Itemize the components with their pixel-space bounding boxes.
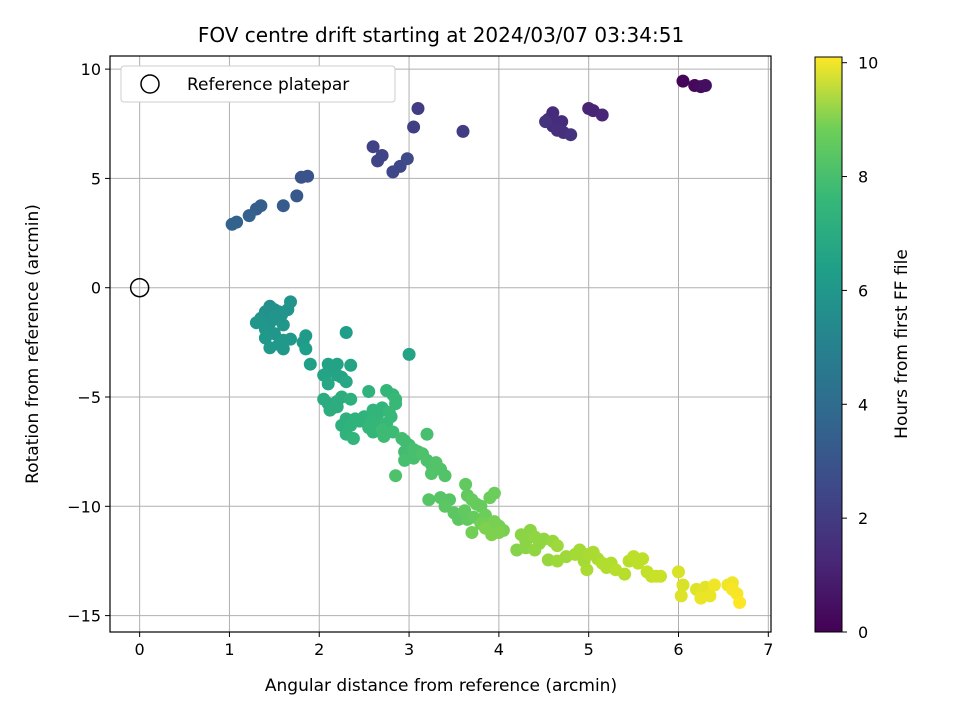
data-point xyxy=(698,79,712,92)
data-point xyxy=(344,358,358,372)
data-point xyxy=(733,596,747,609)
plot-area-frame xyxy=(109,55,772,633)
x-tick-label: 4 xyxy=(494,640,504,659)
data-point xyxy=(353,414,367,428)
data-point xyxy=(420,427,434,441)
x-tick-label: 0 xyxy=(135,640,145,659)
data-point xyxy=(564,128,578,142)
data-point xyxy=(654,569,667,583)
data-point xyxy=(580,563,594,577)
data-point xyxy=(400,152,414,166)
data-point xyxy=(344,392,358,406)
data-point xyxy=(485,528,499,542)
data-point xyxy=(487,486,501,500)
data-point xyxy=(339,375,353,389)
colorbar-tick-label: 4 xyxy=(858,395,868,414)
data-point xyxy=(676,578,690,592)
data-point xyxy=(225,217,239,231)
y-tick-label: 0 xyxy=(91,279,101,298)
colorbar-tick-label: 6 xyxy=(858,281,868,300)
colorbar-tick-label: 0 xyxy=(858,623,868,642)
data-point xyxy=(275,308,288,322)
data-point xyxy=(707,578,721,592)
data-point xyxy=(386,425,400,439)
data-point xyxy=(284,295,297,309)
x-axis-ticks: 0 1 2 3 4 5 6 7 xyxy=(135,632,773,659)
colorbar-gradient xyxy=(814,56,843,633)
colorbar-tick-label: 8 xyxy=(858,168,868,187)
colorbar-label: Hours from first FF file xyxy=(892,249,912,439)
data-point xyxy=(422,493,436,507)
x-tick-label: 6 xyxy=(673,640,683,659)
data-point xyxy=(465,526,479,539)
data-point xyxy=(299,342,313,356)
data-point xyxy=(438,469,452,483)
data-point xyxy=(339,326,353,339)
colorbar: 0 2 4 6 8 10 Hours from first FF file xyxy=(814,54,912,642)
data-point xyxy=(276,199,290,213)
x-tick-label: 3 xyxy=(404,640,414,659)
data-point xyxy=(595,108,609,122)
grid-lines xyxy=(110,56,771,632)
x-tick-label: 2 xyxy=(314,640,324,659)
reference-platepar-marker xyxy=(129,277,150,298)
x-tick-label: 7 xyxy=(763,640,773,659)
y-tick-label: 10 xyxy=(81,60,101,79)
y-axis-label: Rotation from reference (arcmin) xyxy=(23,204,43,484)
data-point xyxy=(618,567,632,581)
data-point xyxy=(326,359,340,373)
colorbar-tick-label: 2 xyxy=(858,509,868,528)
data-point xyxy=(550,539,564,553)
chart-title: FOV centre drift starting at 2024/03/07 … xyxy=(198,23,684,47)
data-point xyxy=(366,140,380,154)
data-point xyxy=(258,331,272,345)
data-point xyxy=(276,342,290,356)
x-axis-label: Angular distance from reference (arcmin) xyxy=(265,676,617,696)
data-point xyxy=(346,432,360,445)
x-tick-label: 1 xyxy=(224,640,234,659)
colorbar-tick-label: 10 xyxy=(858,54,878,73)
data-point xyxy=(276,318,290,332)
y-tick-label: −10 xyxy=(67,497,101,516)
data-point xyxy=(425,467,438,480)
y-tick-label: −15 xyxy=(67,607,101,626)
y-axis-ticks: −15 −10 −5 0 5 10 xyxy=(67,60,110,626)
data-point xyxy=(672,565,685,579)
data-point xyxy=(674,589,688,603)
data-point xyxy=(284,332,297,346)
data-point xyxy=(456,124,470,138)
legend-marker-reference xyxy=(140,74,160,94)
data-point xyxy=(249,316,263,330)
data-points xyxy=(225,74,747,609)
data-point xyxy=(389,469,403,483)
y-tick-label: −5 xyxy=(77,388,101,407)
data-point xyxy=(407,120,421,134)
y-tick-label: 5 xyxy=(91,169,101,188)
legend-label-reference: Reference platepar xyxy=(187,75,349,95)
data-point xyxy=(375,149,389,162)
colorbar-ticks: 0 2 4 6 8 10 xyxy=(842,54,878,642)
data-point xyxy=(539,115,553,129)
legend-box xyxy=(120,65,396,103)
data-point xyxy=(438,499,452,513)
reference-point-layer xyxy=(129,277,150,298)
data-point xyxy=(242,209,256,223)
data-point xyxy=(459,477,473,491)
legend: Reference platepar xyxy=(120,65,396,103)
data-point xyxy=(301,169,315,183)
data-point xyxy=(676,74,690,88)
data-point xyxy=(703,589,717,603)
x-tick-label: 5 xyxy=(584,640,594,659)
data-point xyxy=(362,385,376,398)
data-point xyxy=(636,552,650,566)
data-point xyxy=(290,189,304,203)
data-point xyxy=(402,347,416,361)
data-point xyxy=(321,377,335,391)
data-point xyxy=(411,102,425,115)
data-point xyxy=(330,400,344,414)
data-point xyxy=(263,341,277,355)
data-point xyxy=(303,357,317,371)
